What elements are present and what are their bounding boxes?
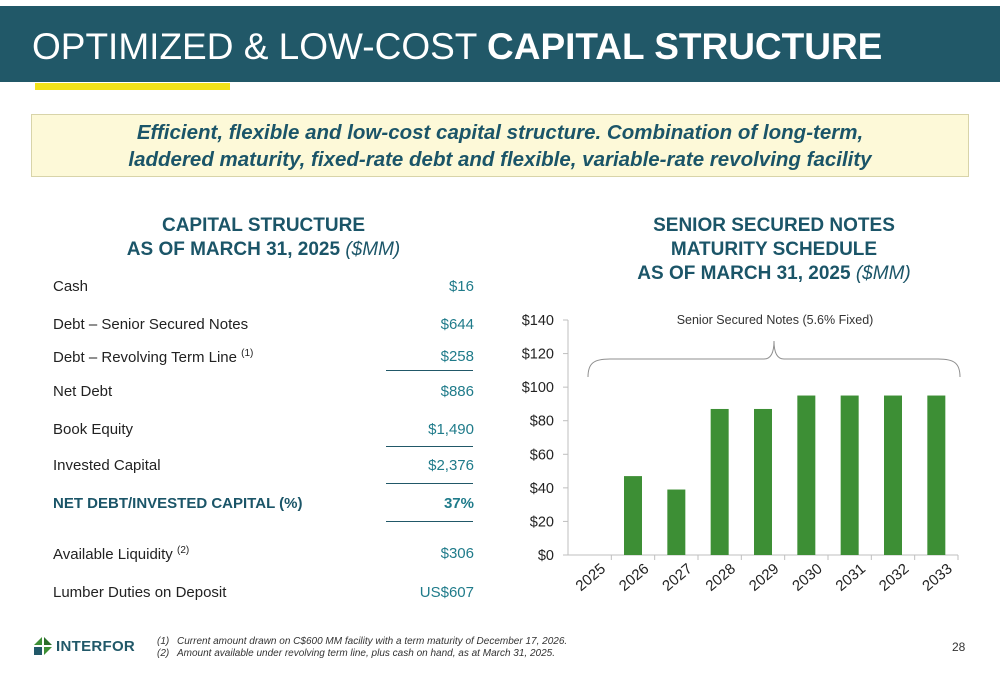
capital-structure-title-line1: CAPITAL STRUCTURE xyxy=(161,215,366,236)
y-tick-label: $40 xyxy=(530,481,554,497)
rule-divider xyxy=(386,370,473,371)
maturity-title-unit: ($MM) xyxy=(855,263,911,284)
cs-label: Available Liquidity (2) xyxy=(53,545,190,563)
rule-divider xyxy=(386,521,473,522)
bar-2032 xyxy=(884,395,902,555)
cs-value: US$607 xyxy=(419,584,474,601)
cs-value: $2,376 xyxy=(428,457,474,474)
bar-2028 xyxy=(710,408,729,555)
x-tick-label-2026: 2026 xyxy=(616,560,652,594)
bar-2033 xyxy=(927,395,946,555)
subtitle-box: Efficient, flexible and low-cost capital… xyxy=(31,114,969,177)
y-tick-label: $60 xyxy=(530,447,554,463)
y-tick-label: $20 xyxy=(530,514,554,530)
maturity-title-line3: AS OF MARCH 31, 2025 ($MM) xyxy=(637,263,911,284)
accent-bar xyxy=(35,83,230,90)
y-axis: $0 $20 $40 $60 $80 $100 $120 $140 xyxy=(522,313,569,564)
rule-divider xyxy=(386,483,473,484)
footnote-ref-2: (2) xyxy=(176,545,190,556)
x-tick-label-2031: 2031 xyxy=(833,560,869,594)
cs-label: Net Debt xyxy=(53,383,113,400)
cs-value: $306 xyxy=(440,545,474,562)
x-tick-label-2025: 2025 xyxy=(573,560,609,594)
bar-2027 xyxy=(667,489,686,555)
x-tick-label-2033: 2033 xyxy=(919,560,955,594)
footnote-1: (1) Current amount drawn on C$600 MM faci… xyxy=(157,636,568,647)
cs-value: 37% xyxy=(443,495,474,512)
rule-divider xyxy=(386,446,473,447)
cs-label: Debt – Revolving Term Line (1) xyxy=(53,348,254,366)
bar-2029 xyxy=(754,408,772,555)
bars xyxy=(624,395,946,555)
header-bar xyxy=(0,6,1000,82)
maturity-schedule-title: SENIOR SECURED NOTES MATURITY SCHEDULE A… xyxy=(570,214,978,286)
y-tick-label: $100 xyxy=(522,380,554,396)
interfor-logo-text: INTERFOR xyxy=(56,638,136,655)
cs-label: Invested Capital xyxy=(53,457,161,474)
cs-value: $258 xyxy=(440,348,474,365)
subtitle-line-1: Efficient, flexible and low-cost capital… xyxy=(136,121,864,144)
cs-value: $886 xyxy=(440,383,474,400)
capital-structure-title: CAPITAL STRUCTURE AS OF MARCH 31, 2025 (… xyxy=(53,214,474,262)
page-title: OPTIMIZED & LOW-COST CAPITAL STRUCTURE xyxy=(32,26,882,68)
x-axis: 2025 2026 2027 2028 2029 2030 2031 2032 2033 xyxy=(568,554,959,595)
bar-2026 xyxy=(624,476,642,555)
cs-label: NET DEBT/INVESTED CAPITAL (%) xyxy=(53,495,303,512)
y-tick-label: $120 xyxy=(522,347,554,363)
cs-value: $644 xyxy=(440,316,474,333)
cs-label: Cash xyxy=(53,278,89,295)
page-title-light: OPTIMIZED & LOW-COST xyxy=(32,26,488,67)
cs-label: Lumber Duties on Deposit xyxy=(53,584,227,601)
page-title-bold: CAPITAL STRUCTURE xyxy=(487,26,883,67)
x-tick-label-2029: 2029 xyxy=(746,560,782,594)
maturity-title-line1: SENIOR SECURED NOTES xyxy=(653,215,895,236)
x-tick-label-2030: 2030 xyxy=(789,560,825,594)
x-tick-label-2032: 2032 xyxy=(876,560,912,594)
annotation-brace xyxy=(587,340,961,378)
cs-value: $16 xyxy=(448,278,474,295)
page-number: 28 xyxy=(952,640,966,654)
maturity-title-line2: MATURITY SCHEDULE xyxy=(670,239,878,260)
bar-2030 xyxy=(797,395,816,555)
chart-annotation: Senior Secured Notes (5.6% Fixed) xyxy=(677,313,874,327)
y-tick-label: $80 xyxy=(530,414,554,430)
cs-label: Book Equity xyxy=(53,421,134,438)
footnote-2: (2) Amount available under revolving term… xyxy=(157,648,555,659)
cs-label: Debt – Senior Secured Notes xyxy=(53,316,249,333)
subtitle-line-2: laddered maturity, fixed-rate debt and f… xyxy=(128,148,872,171)
capital-structure-title-line2: AS OF MARCH 31, 2025 ($MM) xyxy=(126,239,401,260)
y-tick-label: $140 xyxy=(522,313,554,329)
x-tick-label-2027: 2027 xyxy=(659,560,695,594)
capital-structure-title-unit: ($MM) xyxy=(345,239,401,260)
footnote-ref-1: (1) xyxy=(241,348,254,359)
x-tick-label-2028: 2028 xyxy=(703,560,739,594)
cs-value: $1,490 xyxy=(428,421,474,438)
interfor-logo-icon xyxy=(34,637,52,655)
y-tick-label: $0 xyxy=(538,548,554,564)
bar-2031 xyxy=(840,395,859,555)
interfor-logo: INTERFOR xyxy=(33,635,143,657)
